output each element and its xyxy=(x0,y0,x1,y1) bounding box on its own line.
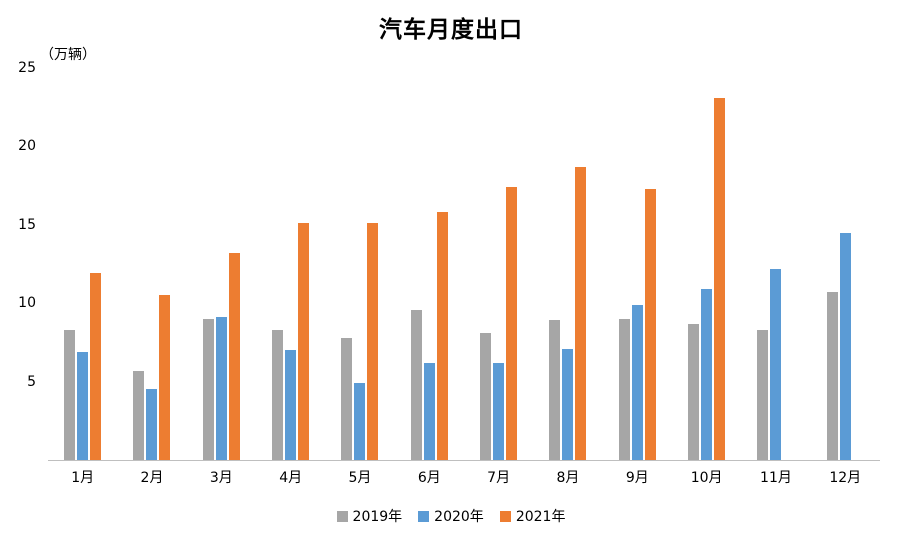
bar-2019年 xyxy=(272,329,284,460)
bar-2020年 xyxy=(423,362,435,460)
bar-2021年 xyxy=(228,253,240,460)
plot-area: 1月 2月 3月 4月 5月 6月 7月 8月 9月 10月 11月 12月 xyxy=(48,68,880,486)
month-group: 9月 xyxy=(603,68,672,486)
bar-2020年 xyxy=(215,317,227,460)
y-axis-tick: 20 xyxy=(18,138,36,155)
x-axis-label: 3月 xyxy=(209,470,233,486)
x-axis-label: 7月 xyxy=(487,470,511,486)
x-axis-label: 8月 xyxy=(556,470,580,486)
month-group: 3月 xyxy=(187,68,256,486)
bar-2021年 xyxy=(90,273,102,460)
legend-item: 2021年 xyxy=(499,506,566,526)
bar-2021年 xyxy=(436,212,448,460)
x-axis-label: 2月 xyxy=(140,470,164,486)
bar-2020年 xyxy=(354,383,366,460)
month-group: 2月 xyxy=(117,68,186,486)
month-group: 8月 xyxy=(533,68,602,486)
month-group: 7月 xyxy=(464,68,533,486)
y-axis-tick: 10 xyxy=(18,295,36,312)
month-group: 10月 xyxy=(672,68,741,486)
bar-2019年 xyxy=(757,329,769,460)
bar-2019年 xyxy=(410,309,422,460)
legend: 2019年 2020年 2021年 xyxy=(0,506,902,526)
bar-2020年 xyxy=(562,348,574,460)
x-axis-label: 6月 xyxy=(417,470,441,486)
bar-2020年 xyxy=(631,304,643,460)
bar-2021年 xyxy=(367,223,379,460)
x-axis-label: 1月 xyxy=(71,470,95,486)
bar-2020年 xyxy=(839,232,851,460)
month-group: 12月 xyxy=(811,68,880,486)
bar-2021年 xyxy=(506,187,518,460)
x-axis-label: 4月 xyxy=(279,470,303,486)
bar-2020年 xyxy=(701,289,713,460)
bar-2021年 xyxy=(575,166,587,460)
chart-title: 汽车月度出口 xyxy=(379,16,523,43)
y-axis-unit-label: （万辆） xyxy=(40,47,96,63)
month-group: 5月 xyxy=(325,68,394,486)
bar-2019年 xyxy=(618,318,630,460)
x-axis-label: 10月 xyxy=(690,470,723,486)
bar-2020年 xyxy=(493,362,505,460)
bar-2019年 xyxy=(64,329,76,460)
y-axis-tick: 25 xyxy=(18,60,36,76)
legend-item: 2020年 xyxy=(418,506,484,526)
legend-swatch xyxy=(418,510,430,522)
x-axis-label: 5月 xyxy=(348,470,372,486)
month-group: 6月 xyxy=(395,68,464,486)
legend-label: 2019年 xyxy=(352,509,403,525)
bar-2019年 xyxy=(549,320,561,460)
y-axis-tick: 5 xyxy=(27,373,36,390)
bar-2020年 xyxy=(77,351,89,460)
bar-2019年 xyxy=(826,292,838,460)
bar-2019年 xyxy=(480,333,492,460)
x-axis-label: 12月 xyxy=(829,470,862,486)
legend-item: 2019年 xyxy=(336,506,403,526)
y-axis: 25 20 15 10 5 xyxy=(0,0,40,536)
bar-2020年 xyxy=(146,389,158,460)
bar-2021年 xyxy=(714,97,726,460)
bar-2019年 xyxy=(341,337,353,460)
legend-swatch xyxy=(499,510,511,522)
month-group: 1月 xyxy=(48,68,117,486)
month-group: 11月 xyxy=(741,68,810,486)
month-group: 4月 xyxy=(256,68,325,486)
bar-2021年 xyxy=(644,188,656,460)
legend-label: 2021年 xyxy=(515,509,566,525)
x-axis-label: 9月 xyxy=(625,470,649,486)
bar-2021年 xyxy=(298,223,310,460)
bar-2019年 xyxy=(133,370,145,460)
bar-2019年 xyxy=(202,318,214,460)
bar-2019年 xyxy=(688,323,700,460)
legend-swatch xyxy=(336,510,348,522)
bar-2021年 xyxy=(159,295,171,460)
x-axis-label: 11月 xyxy=(760,470,792,486)
legend-label: 2020年 xyxy=(434,509,484,525)
bar-2020年 xyxy=(285,350,297,460)
bar-2020年 xyxy=(770,268,782,460)
y-axis-tick: 15 xyxy=(18,216,36,233)
